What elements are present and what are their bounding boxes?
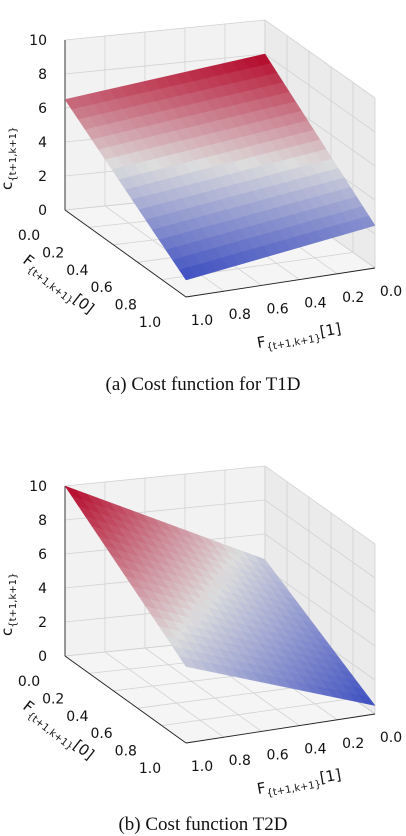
- x-tick-label: 0.0: [18, 228, 40, 244]
- y-tick-label: 0.4: [304, 296, 326, 312]
- y-tick-label: 0.0: [380, 284, 402, 300]
- y-tick-label: 0.0: [380, 730, 402, 746]
- z-tick-label: 4: [38, 135, 47, 151]
- x-tick-label: 0.4: [66, 263, 88, 279]
- surface-b: [64, 485, 376, 706]
- z-tick-label: 0: [38, 649, 47, 665]
- z-tick-label: 6: [38, 101, 47, 117]
- x-tick-label: 1.0: [139, 761, 161, 777]
- z-tick-label: 6: [38, 547, 47, 563]
- x-tick-label: 0.4: [66, 709, 88, 725]
- y-tick-label: 1.0: [191, 313, 213, 329]
- y-axis-label-a: F{t+1,k+1}[1]: [256, 319, 343, 354]
- x-tick-label: 0.6: [90, 280, 112, 296]
- y-tick-label: 1.0: [191, 759, 213, 775]
- surface-a: [64, 53, 376, 281]
- ticks-a: 02468100.00.20.40.60.81.00.00.20.40.60.8…: [18, 33, 402, 331]
- z-tick-label: 2: [38, 169, 47, 185]
- y-axis-label-b: F{t+1,k+1}[1]: [256, 765, 343, 800]
- caption-a: (a) Cost function for T1D: [106, 374, 301, 395]
- z-tick-label: 8: [38, 67, 47, 83]
- y-tick-label: 0.4: [304, 742, 326, 758]
- y-tick-label: 0.2: [342, 736, 364, 752]
- x-tick-label: 0.8: [115, 744, 137, 760]
- x-tick-label: 0.0: [18, 674, 40, 690]
- panel-b: 02468100.00.20.40.60.81.00.00.20.40.60.8…: [0, 465, 402, 835]
- z-tick-label: 10: [29, 479, 47, 495]
- y-tick-label: 0.8: [229, 753, 251, 769]
- surface-cell: [178, 656, 198, 670]
- x-tick-label: 0.6: [90, 726, 112, 742]
- z-axis-label-a: c{t+1,k+1}: [0, 127, 19, 190]
- caption-b: (b) Cost function T2D: [118, 814, 287, 835]
- y-tick-label: 0.6: [266, 301, 288, 317]
- y-tick-label: 0.2: [342, 290, 364, 306]
- x-tick-label: 1.0: [139, 315, 161, 331]
- z-tick-label: 2: [38, 615, 47, 631]
- x-tick-label: 0.8: [115, 298, 137, 314]
- z-tick-label: 10: [29, 33, 47, 49]
- surface-cell: [178, 266, 197, 281]
- z-tick-label: 0: [38, 203, 47, 219]
- panel-a: 02468100.00.20.40.60.81.00.00.20.40.60.8…: [0, 19, 402, 395]
- z-axis-label-b: c{t+1,k+1}: [0, 573, 19, 636]
- y-tick-label: 0.8: [229, 307, 251, 323]
- z-tick-label: 8: [38, 513, 47, 529]
- y-tick-label: 0.6: [266, 747, 288, 763]
- x-tick-label: 0.2: [42, 691, 64, 707]
- z-tick-label: 4: [38, 581, 47, 597]
- x-tick-label: 0.2: [42, 245, 64, 261]
- ticks-b: 02468100.00.20.40.60.81.00.00.20.40.60.8…: [18, 479, 402, 777]
